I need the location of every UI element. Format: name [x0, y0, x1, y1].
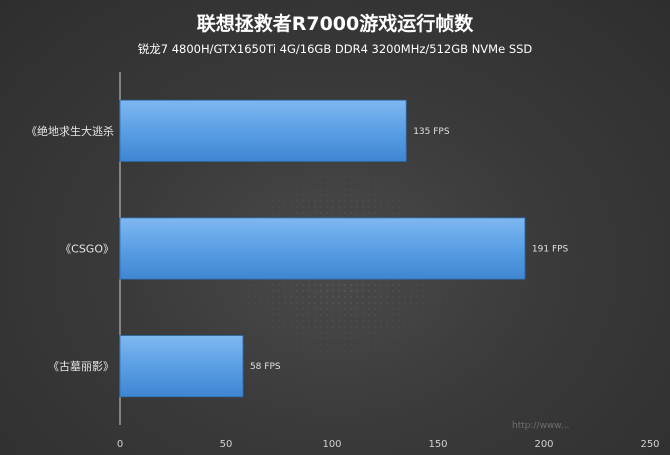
x-tick-label: 100 [322, 439, 341, 450]
data-label: 135 FPS [413, 127, 450, 137]
x-tick-label: 250 [640, 439, 659, 450]
data-label: 191 FPS [532, 245, 569, 255]
x-tick-label: 150 [428, 439, 447, 450]
bars-group: 《绝地求生大逃杀 135 FPS 《CSGO》 191 FPS 《古墓丽影》 58 FPS [26, 99, 569, 398]
x-tick-label: 200 [534, 439, 553, 450]
category-label: 《古墓丽影》 [48, 360, 114, 373]
x-axis-ticks: 0 50 100 150 200 250 [117, 439, 660, 450]
category-label: 《绝地求生大逃杀 [26, 124, 114, 138]
bar [119, 217, 526, 280]
chart-title: 联想拯救者R7000游戏运行帧数 [197, 12, 475, 35]
chart-subtitle: 锐龙7 4800H/GTX1650Ti 4G/16GB DDR4 3200MHz… [138, 42, 533, 56]
watermark: http://www... [512, 421, 569, 431]
x-tick-label: 0 [117, 439, 123, 450]
category-label: 《CSGO》 [60, 243, 114, 256]
data-label: 58 FPS [250, 362, 281, 372]
bar [119, 99, 407, 162]
x-tick-label: 50 [220, 439, 233, 450]
bar [119, 335, 244, 398]
